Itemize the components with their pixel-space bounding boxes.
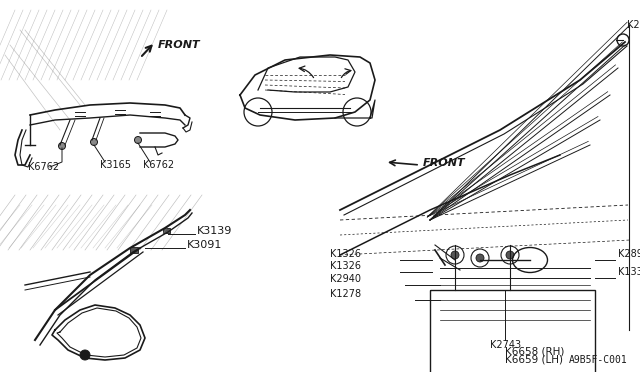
Text: K3139: K3139 [197, 226, 232, 236]
Circle shape [134, 137, 141, 144]
Circle shape [506, 251, 514, 259]
Text: K1337: K1337 [618, 267, 640, 277]
Text: K2897: K2897 [618, 249, 640, 259]
Circle shape [90, 138, 97, 145]
Bar [163, 228, 170, 233]
Text: FRONT: FRONT [158, 40, 200, 50]
Text: K6762: K6762 [28, 162, 59, 172]
Text: K3165: K3165 [100, 160, 131, 170]
Text: K1326: K1326 [330, 249, 361, 259]
Circle shape [476, 254, 484, 262]
Text: K6762: K6762 [143, 160, 174, 170]
Bar [430, 290, 595, 372]
Text: K1326: K1326 [330, 261, 361, 271]
Text: FRONT: FRONT [423, 158, 466, 168]
Bar [130, 247, 138, 253]
Text: K6659 (LH): K6659 (LH) [505, 354, 563, 364]
Circle shape [58, 142, 65, 150]
Circle shape [451, 251, 459, 259]
Text: K1278: K1278 [330, 289, 361, 299]
Text: K2743: K2743 [490, 340, 521, 350]
Circle shape [80, 350, 90, 360]
Text: K3091: K3091 [187, 240, 222, 250]
Text: K6658 (RH): K6658 (RH) [505, 347, 564, 357]
Text: A9B5F-C001: A9B5F-C001 [569, 355, 628, 365]
Text: K2940: K2940 [330, 274, 361, 284]
Text: K2923: K2923 [627, 20, 640, 30]
